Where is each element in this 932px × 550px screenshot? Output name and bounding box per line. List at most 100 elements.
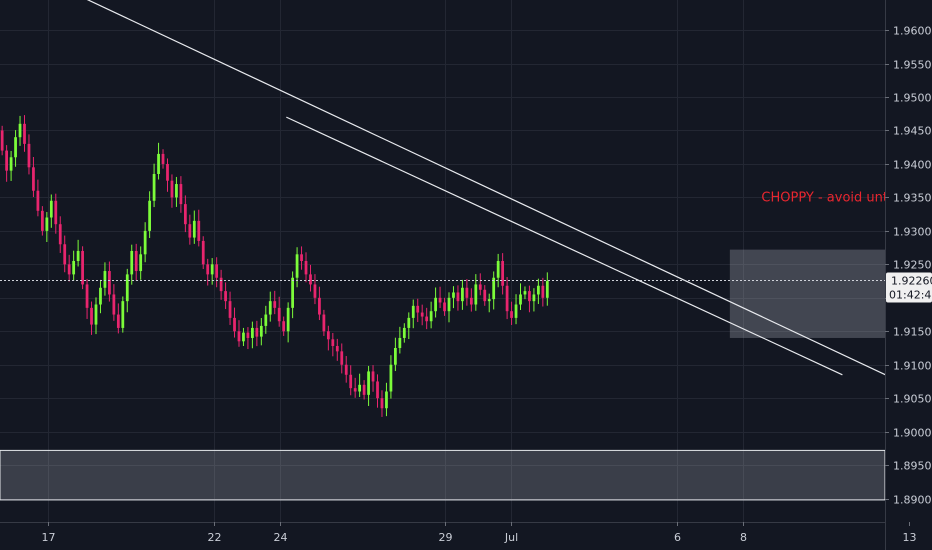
candle-body — [112, 294, 116, 315]
x-tick-label: 13 — [903, 531, 917, 544]
candle-body — [282, 321, 286, 332]
current-price-label: 1.92260 — [891, 275, 932, 288]
candle-body — [63, 244, 67, 265]
candle-body — [309, 274, 312, 285]
candle-body — [371, 371, 375, 382]
candle-body — [367, 371, 370, 395]
candle-body — [277, 307, 281, 322]
candle-body — [210, 264, 214, 275]
trendlines — [81, 0, 932, 442]
candle-body — [0, 130, 4, 151]
candle-body — [474, 284, 478, 305]
candle-body — [407, 317, 411, 328]
candle-body — [116, 314, 120, 328]
candle-body — [264, 314, 268, 326]
current-price-tag-bg — [886, 272, 932, 303]
candle-body — [313, 284, 317, 298]
y-tick-label: 1.90000 — [893, 427, 932, 440]
candle-body — [152, 174, 156, 201]
candle-body — [255, 327, 259, 337]
current-price-tag: 1.92260 01:42:41 — [886, 272, 932, 303]
trendline-1[interactable] — [81, 0, 932, 442]
candles — [0, 115, 549, 417]
y-tick-label: 1.92500 — [893, 259, 932, 272]
candle-body — [389, 364, 393, 392]
candle-body — [206, 264, 210, 275]
candle-body — [380, 398, 384, 409]
candle-body — [76, 250, 80, 261]
support-zone-rect[interactable] — [0, 449, 886, 501]
candle-body — [5, 150, 9, 171]
candle-body — [358, 384, 362, 392]
candle-body — [201, 240, 205, 265]
candle-body — [14, 137, 17, 158]
candle-body — [398, 337, 402, 348]
candle-body — [251, 327, 254, 338]
candle-body — [72, 261, 76, 275]
candle-body — [541, 285, 545, 298]
candle-body — [125, 274, 129, 302]
x-tick-label: 8 — [740, 531, 747, 544]
candle-body — [322, 314, 326, 332]
time-axis-ticks: 17222429Jul6813152022 — [42, 522, 917, 544]
x-tick-label: 22 — [208, 531, 222, 544]
countdown-label: 01:42:41 — [889, 289, 932, 302]
candle-body — [179, 184, 183, 205]
candle-body — [143, 230, 147, 255]
candle-body — [139, 254, 143, 272]
candle-body — [447, 297, 451, 312]
x-tick-label: 17 — [42, 531, 56, 544]
candle-body — [45, 217, 49, 231]
candle-body — [478, 284, 482, 290]
candle-body — [219, 277, 223, 292]
candle-body — [318, 297, 321, 315]
candle-body — [233, 317, 236, 332]
candle-body — [94, 304, 98, 325]
candle-body — [326, 331, 330, 340]
candle-body — [429, 311, 433, 322]
candle-body — [32, 167, 35, 191]
x-tick-label: 29 — [439, 531, 453, 544]
candle-body — [273, 301, 277, 308]
candle-body — [268, 301, 272, 315]
candle-body — [344, 364, 348, 375]
candle-body — [532, 294, 536, 302]
candle-body — [170, 180, 174, 198]
x-tick-label: Jul — [504, 531, 518, 544]
candle-body — [487, 299, 491, 302]
candle-body — [27, 143, 31, 168]
candle-body — [443, 302, 446, 312]
candle-body — [90, 307, 93, 325]
candle-body — [295, 254, 299, 278]
candle-body — [376, 381, 379, 399]
candle-body — [434, 297, 437, 312]
candle-body — [545, 281, 549, 298]
candle-body — [416, 305, 420, 313]
candle-body — [134, 250, 138, 272]
candle-body — [161, 153, 165, 164]
candle-body — [286, 307, 290, 332]
candle-body — [40, 210, 44, 231]
candle-body — [215, 264, 219, 278]
candle-body — [237, 331, 241, 342]
candle-body — [335, 345, 339, 352]
candle-body — [121, 301, 125, 328]
candle-body — [166, 163, 169, 181]
trendline-2[interactable] — [286, 116, 843, 376]
candle-body — [58, 224, 62, 245]
candle-body — [224, 291, 227, 302]
candle-body — [362, 384, 366, 395]
candle-body — [528, 291, 531, 302]
y-tick-label: 1.94000 — [893, 159, 932, 172]
y-tick-label: 1.94500 — [893, 125, 932, 138]
candle-body — [49, 200, 53, 218]
candle-body — [505, 285, 509, 312]
candle-body — [9, 157, 13, 171]
candle-body — [536, 285, 540, 295]
choppy-zone-rect[interactable] — [729, 249, 885, 338]
candle-body — [259, 325, 263, 337]
candle-body — [81, 250, 84, 285]
time-axis[interactable] — [0, 522, 885, 550]
zone-rectangles — [0, 249, 886, 501]
